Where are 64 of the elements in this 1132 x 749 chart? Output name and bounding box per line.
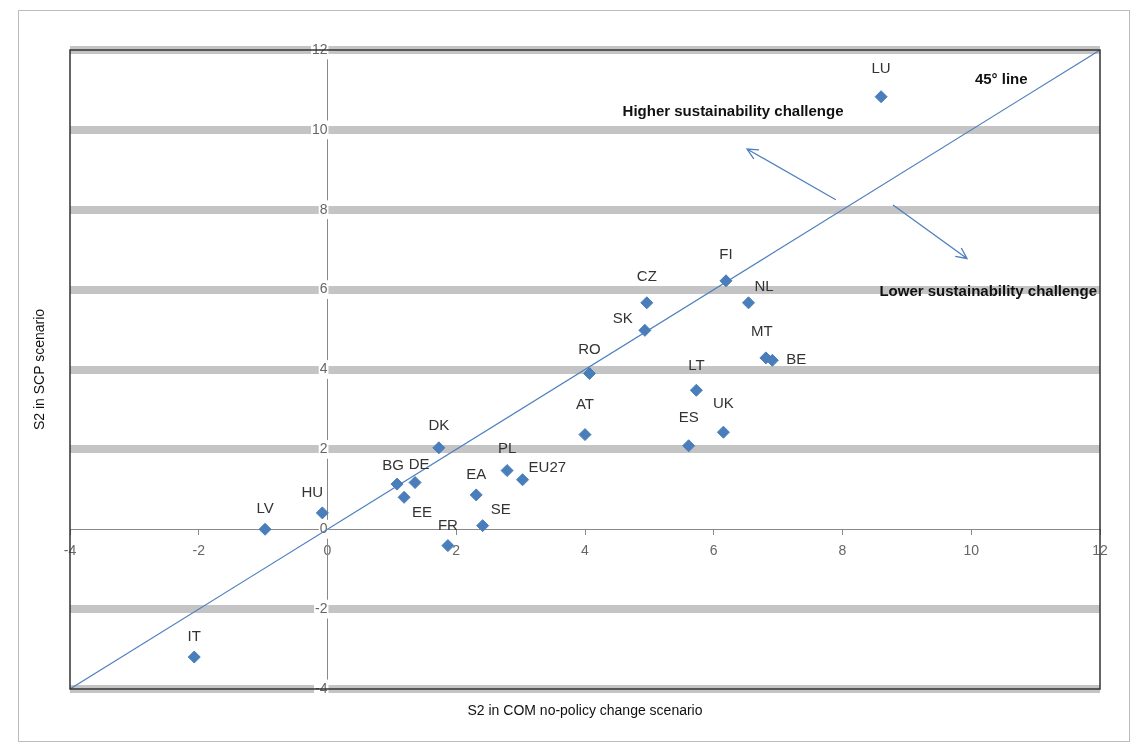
annotation: FR bbox=[437, 515, 459, 533]
x-tick-label: 4 bbox=[581, 541, 590, 558]
annotation: RO bbox=[578, 339, 601, 357]
annotation: LV bbox=[256, 499, 274, 517]
annotation: UK bbox=[712, 394, 734, 412]
y-tick-label: 2 bbox=[319, 440, 328, 457]
annotation: 45° line bbox=[974, 70, 1028, 88]
annotation: MT bbox=[751, 322, 773, 340]
annotation: Higher sustainability challenge bbox=[622, 102, 844, 120]
annotation: DK bbox=[428, 415, 450, 433]
annotation: LU bbox=[871, 58, 891, 76]
point bbox=[258, 522, 272, 536]
annotation: LT bbox=[688, 356, 705, 374]
point bbox=[689, 383, 703, 397]
point bbox=[432, 441, 446, 455]
x-tick-label: 2 bbox=[452, 541, 461, 558]
x-tick-label: 6 bbox=[709, 541, 718, 558]
y-tick-label: 8 bbox=[319, 200, 328, 217]
annotation: Lower sustainability challenge bbox=[879, 281, 1097, 299]
point bbox=[500, 464, 514, 478]
annotation: FI bbox=[719, 244, 733, 262]
y-tick-label: 6 bbox=[319, 280, 328, 297]
annotation: BE bbox=[786, 350, 807, 368]
annotation: SE bbox=[490, 499, 511, 517]
point bbox=[441, 539, 455, 553]
point bbox=[476, 519, 490, 533]
annotation: EA bbox=[466, 465, 487, 483]
y-tick-label: 4 bbox=[319, 360, 328, 377]
point bbox=[516, 473, 530, 487]
annotation: DE bbox=[408, 454, 430, 472]
y-tick-label: -2 bbox=[315, 599, 328, 616]
point bbox=[742, 296, 756, 310]
point bbox=[874, 90, 888, 104]
point bbox=[682, 439, 696, 453]
annotation: ES bbox=[678, 407, 699, 425]
annotation: HU bbox=[301, 483, 324, 501]
y-tick-label: 0 bbox=[319, 520, 328, 537]
point bbox=[719, 274, 733, 288]
point bbox=[640, 296, 654, 310]
annotation: EE bbox=[412, 503, 433, 521]
point bbox=[397, 490, 411, 504]
point bbox=[469, 488, 483, 502]
point bbox=[578, 428, 592, 442]
annotation: AT bbox=[575, 394, 595, 412]
point bbox=[315, 506, 329, 520]
x-axis-title: S2 in COM no-policy change scenario bbox=[467, 701, 703, 718]
y-axis-title: S2 in SCP scenario bbox=[30, 308, 47, 431]
x-tick-label: 8 bbox=[838, 541, 847, 558]
annotation: PL bbox=[497, 438, 517, 456]
annotation: SK bbox=[612, 308, 633, 326]
point bbox=[187, 650, 201, 664]
annotation: NL bbox=[754, 276, 774, 294]
x-tick-label: 10 bbox=[963, 541, 980, 558]
x-tick-label: -2 bbox=[192, 541, 206, 558]
annotation: BG bbox=[382, 456, 404, 474]
point bbox=[583, 366, 597, 380]
point bbox=[390, 477, 404, 491]
point bbox=[716, 425, 730, 439]
y-tick-label: 10 bbox=[311, 120, 328, 137]
point bbox=[408, 476, 422, 490]
point bbox=[638, 323, 652, 337]
annotation: CZ bbox=[636, 266, 657, 284]
annotation: IT bbox=[187, 627, 201, 645]
annotation: EU27 bbox=[528, 457, 567, 475]
